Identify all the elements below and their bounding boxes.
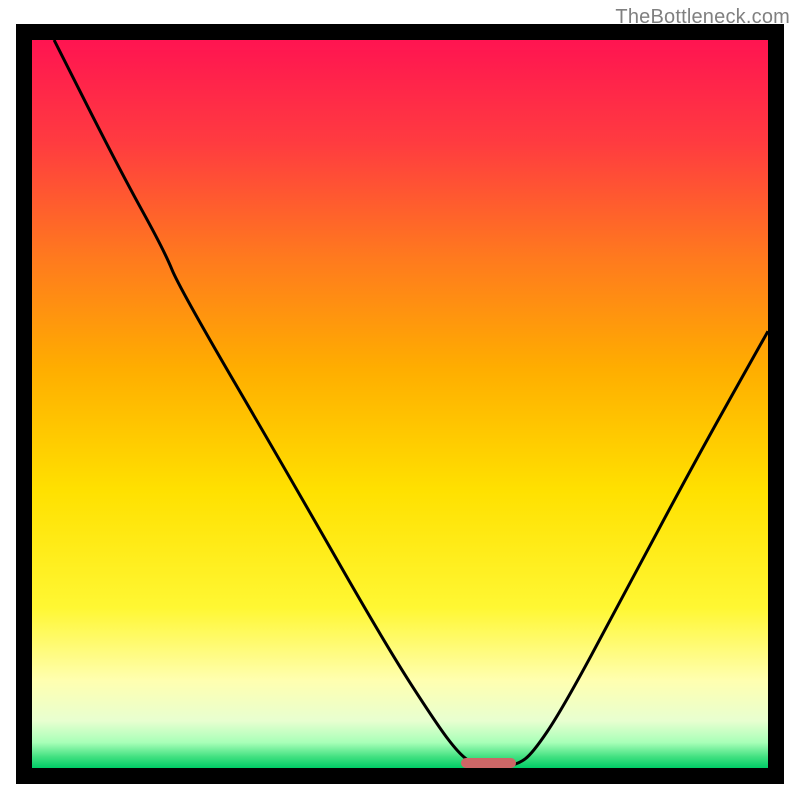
optimal-marker xyxy=(461,758,516,768)
plot-svg xyxy=(32,40,768,768)
plot-area xyxy=(32,40,768,768)
bottleneck-chart xyxy=(0,24,800,800)
gradient-background xyxy=(32,40,768,768)
